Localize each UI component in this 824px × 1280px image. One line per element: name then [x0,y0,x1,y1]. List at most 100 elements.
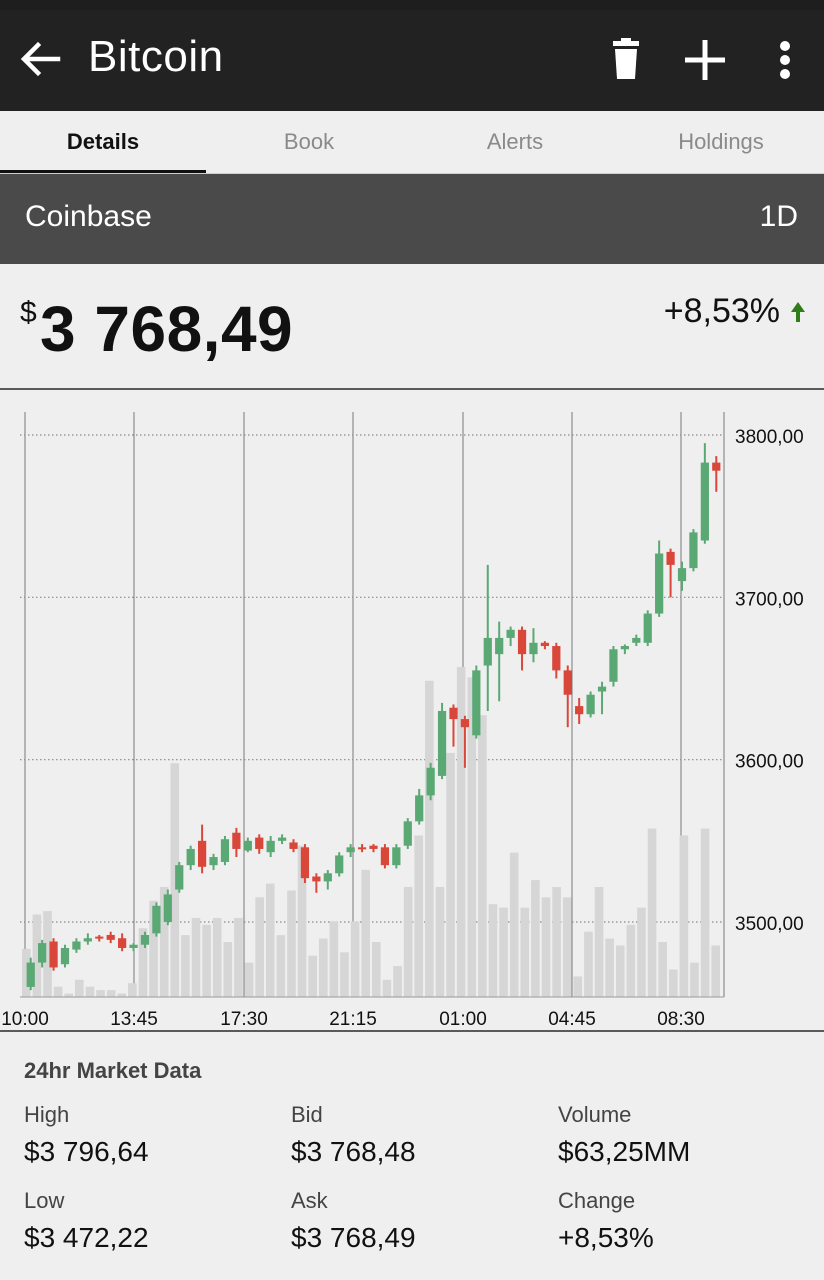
tab-alerts[interactable]: Alerts [486,129,544,154]
candle-body [415,795,424,822]
volume-bar [138,928,148,997]
tab-bar: Details Book Alerts Holdings [0,111,824,174]
volume-bar [509,852,519,997]
candle-body [83,938,92,942]
stat-label: High [24,1102,70,1127]
candle-body [197,840,207,867]
currency-symbol: $ [20,296,37,329]
candle-body [437,710,447,776]
stat-label: Bid [291,1102,323,1127]
tab-details[interactable]: Details [0,111,206,173]
volume-bar [647,828,657,997]
candle-body [209,857,218,866]
volume-bar [478,715,487,997]
candle-body [563,670,572,695]
stat-value: $3 796,64 [24,1136,149,1167]
volume-bar [43,911,52,997]
volume-bar [679,835,689,997]
volume-bar [372,942,381,997]
volume-bar [202,924,211,997]
tab-book[interactable]: Book [283,129,335,154]
candle-body [152,905,161,934]
candle-body [140,934,150,945]
volume-bar [414,835,424,997]
candle-body [72,941,81,950]
candle-body [60,947,70,965]
more-vertical-icon [780,41,790,79]
price-chart[interactable]: 3800,00 3700,00 3600,00 3500,00 10:00 13:45 17… [0,392,824,1032]
candle-body [609,649,618,682]
volume-bar [149,900,158,997]
volume-bar [276,935,286,997]
x-tick-label: 08:30 [657,1009,705,1030]
candle-body [289,842,298,849]
volume-bar [541,897,551,997]
volume-bar [32,914,42,997]
candle-body [277,837,287,841]
volume-bar [668,969,678,997]
y-tick-label: 3700,00 [735,589,804,610]
candle-body [323,873,332,882]
candle-body [700,462,709,541]
candle-body [460,719,470,728]
x-tick-label: 21:15 [329,1009,377,1030]
candle-body [449,707,458,720]
volume-bar [75,979,84,997]
volume-bar [361,869,370,997]
candle-body [175,865,184,890]
exchange-selector[interactable]: Coinbase [25,200,152,233]
y-tick-label: 3600,00 [735,752,804,773]
candle-body [163,894,172,922]
page-title: Bitcoin [88,32,224,81]
volume-bar [223,942,233,997]
tab-holdings[interactable]: Holdings [678,129,764,154]
more-menu-button[interactable] [764,37,808,83]
volume-bar [318,938,328,997]
period-selector[interactable]: 1D [759,200,798,233]
volume-bar [456,667,466,997]
volume-bar [520,907,530,997]
volume-bar [265,883,275,997]
volume-bar [297,845,307,997]
volume-bar [117,993,127,997]
back-button[interactable] [18,37,62,81]
volume-bar [244,962,254,997]
x-tick-label: 04:45 [548,1009,596,1030]
candle-body [655,553,664,614]
candle-body [677,568,687,582]
volume-bar [499,907,508,997]
market-data-panel: 24hr Market Data High $3 796,64 Bid $3 7… [0,1030,824,1280]
volume-bar [340,952,349,997]
delete-button[interactable] [604,37,648,83]
volume-bar [573,976,583,997]
volume-bar [329,921,339,997]
arrow-up-icon [791,302,805,322]
price-change: +8,53% [663,292,780,330]
stat-bid: Bid $3 768,48 [291,1102,416,1168]
volume-bar [552,887,561,997]
add-button[interactable] [683,37,727,83]
candle-body [552,646,561,671]
volume-bar [106,990,116,997]
volume-bar [562,897,572,997]
volume-bar [22,948,31,997]
candle-body [620,646,629,650]
volume-bar [191,917,201,997]
volume-bar [159,887,169,997]
candle-body [517,629,527,655]
stat-label: Volume [558,1102,632,1127]
candle-body [506,629,515,638]
volume-bar [626,924,636,997]
candle-body [540,642,550,647]
volume-bar [637,907,646,997]
volume-bar [615,945,625,997]
volume-bar [488,904,498,997]
candle-body [38,943,47,963]
candle-body [300,847,310,879]
candle-body [220,839,230,862]
x-tick-label: 10:00 [1,1009,49,1030]
candle-body [255,837,264,849]
candle-body [266,840,275,853]
candle-body [666,551,675,565]
volume-bar [425,680,434,997]
